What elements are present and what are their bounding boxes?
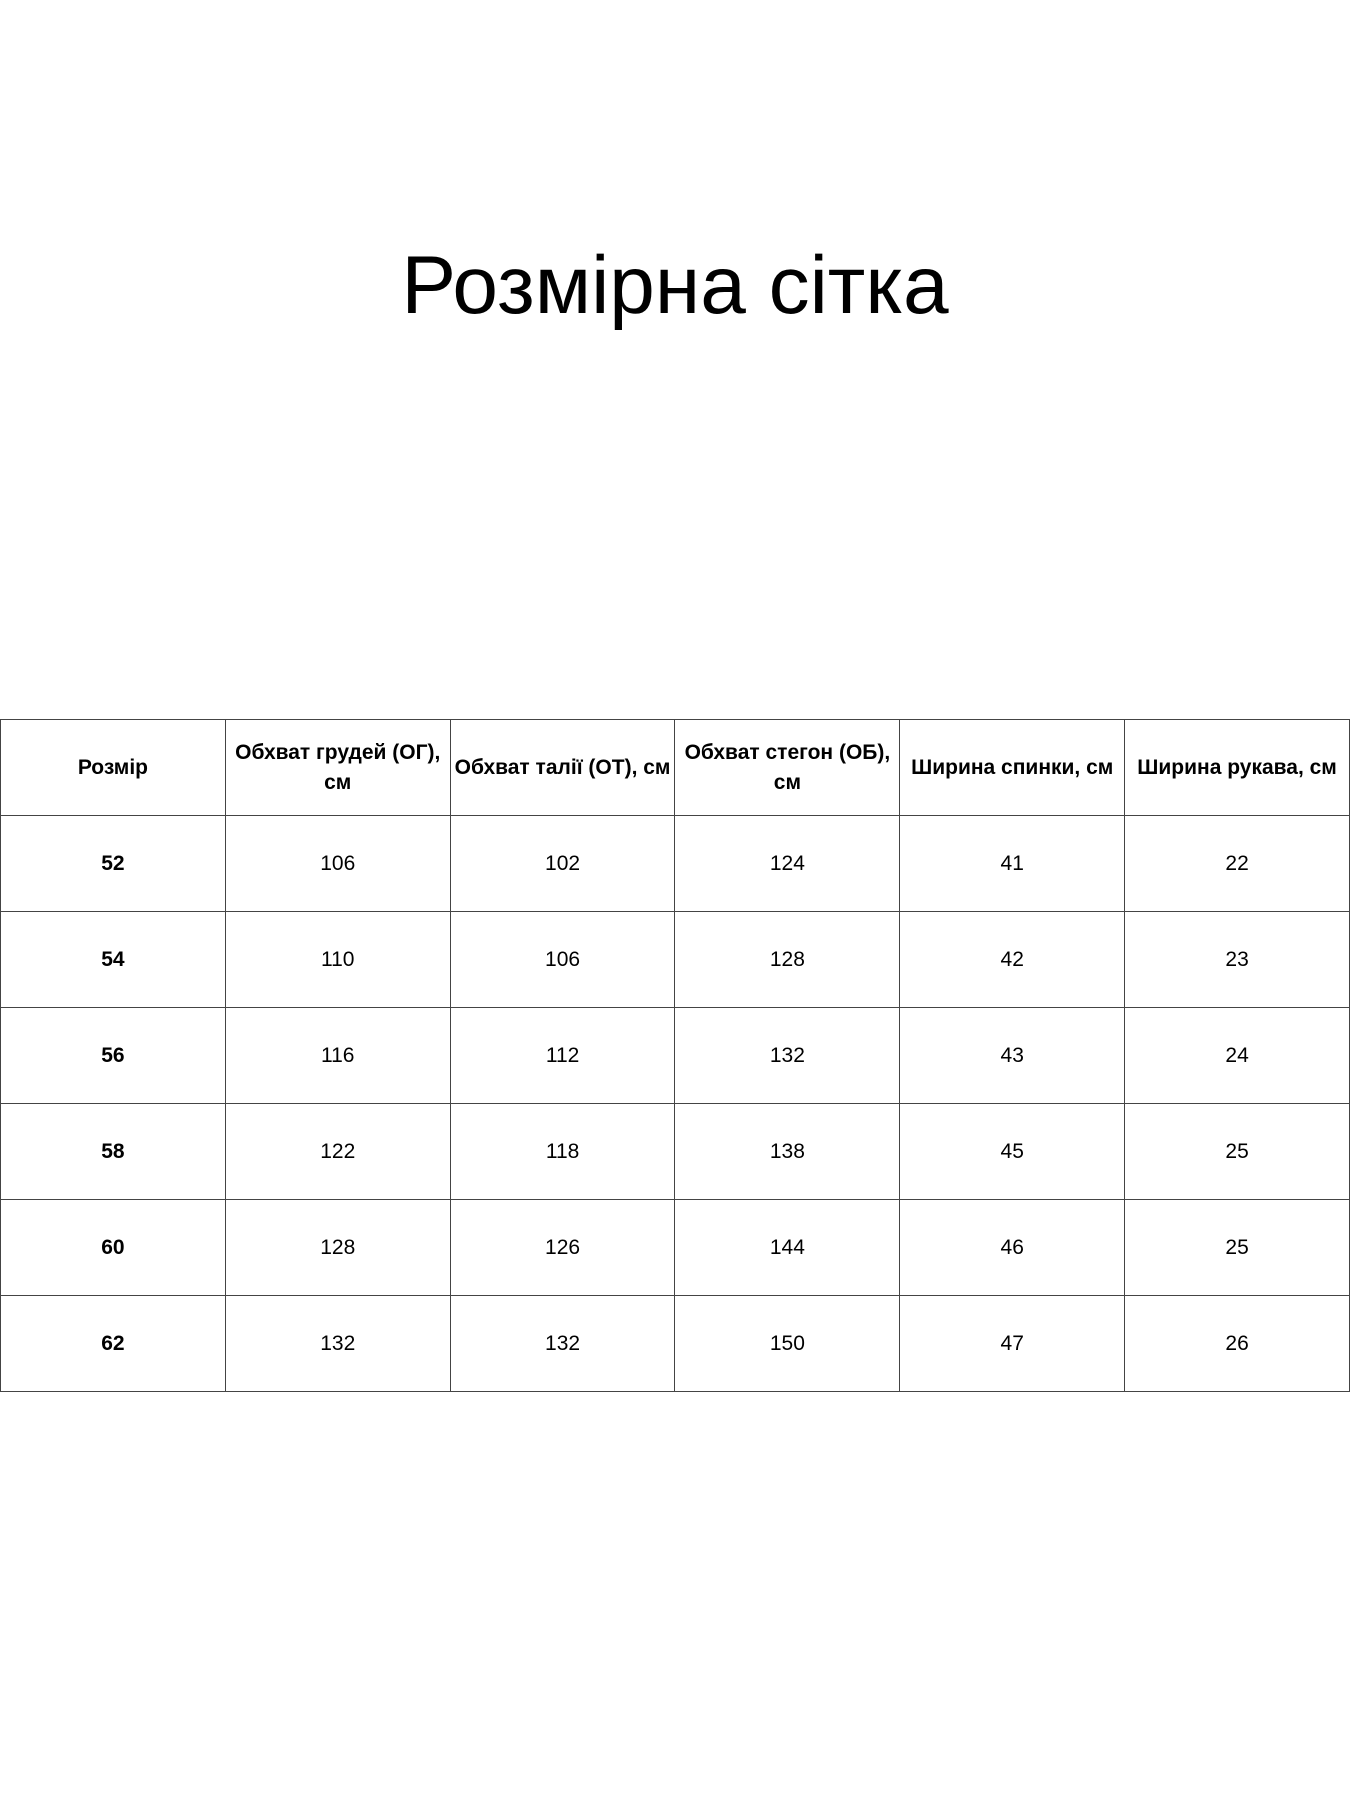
page-title: Розмірна сітка — [401, 240, 949, 331]
size-cell: 62 — [0, 1295, 226, 1392]
column-header: Обхват талії (ОТ), см — [449, 719, 676, 816]
size-table: Розмір Обхват грудей (ОГ), см Обхват талії… — [0, 719, 1350, 1392]
table-cell: 24 — [1124, 1007, 1350, 1104]
table-cell: 132 — [224, 1295, 451, 1392]
table-row: 52 106 102 124 41 22 — [0, 815, 1350, 912]
table-cell: 124 — [674, 815, 901, 912]
table-header-row: Розмір Обхват грудей (ОГ), см Обхват талії… — [0, 719, 1350, 816]
table-row: 60 128 126 144 46 25 — [0, 1199, 1350, 1296]
table-cell: 41 — [899, 815, 1126, 912]
size-cell: 60 — [0, 1199, 226, 1296]
size-cell: 54 — [0, 911, 226, 1008]
size-cell: 52 — [0, 815, 226, 912]
table-cell: 138 — [674, 1103, 901, 1200]
table-cell: 22 — [1124, 815, 1350, 912]
table-cell: 23 — [1124, 911, 1350, 1008]
table-cell: 126 — [449, 1199, 676, 1296]
table-row: 58 122 118 138 45 25 — [0, 1103, 1350, 1200]
table-cell: 42 — [899, 911, 1126, 1008]
table-cell: 112 — [449, 1007, 676, 1104]
table-cell: 110 — [224, 911, 451, 1008]
table-cell: 106 — [224, 815, 451, 912]
size-cell: 58 — [0, 1103, 226, 1200]
table-cell: 46 — [899, 1199, 1126, 1296]
table-cell: 122 — [224, 1103, 451, 1200]
column-header: Розмір — [0, 719, 226, 816]
table-cell: 45 — [899, 1103, 1126, 1200]
table-cell: 150 — [674, 1295, 901, 1392]
table-row: 62 132 132 150 47 26 — [0, 1295, 1350, 1392]
column-header: Ширина спинки, см — [899, 719, 1126, 816]
table-cell: 132 — [449, 1295, 676, 1392]
table-cell: 106 — [449, 911, 676, 1008]
size-cell: 56 — [0, 1007, 226, 1104]
table-row: 56 116 112 132 43 24 — [0, 1007, 1350, 1104]
table-cell: 25 — [1124, 1199, 1350, 1296]
table-cell: 144 — [674, 1199, 901, 1296]
table-cell: 118 — [449, 1103, 676, 1200]
table-row: 54 110 106 128 42 23 — [0, 911, 1350, 1008]
table-cell: 116 — [224, 1007, 451, 1104]
table-cell: 25 — [1124, 1103, 1350, 1200]
table-cell: 43 — [899, 1007, 1126, 1104]
column-header: Обхват стегон (ОБ), см — [674, 719, 901, 816]
table-cell: 128 — [224, 1199, 451, 1296]
column-header: Ширина рукава, см — [1124, 719, 1350, 816]
table-cell: 102 — [449, 815, 676, 912]
table-cell: 128 — [674, 911, 901, 1008]
column-header: Обхват грудей (ОГ), см — [224, 719, 451, 816]
table-cell: 26 — [1124, 1295, 1350, 1392]
table-cell: 47 — [899, 1295, 1126, 1392]
table-cell: 132 — [674, 1007, 901, 1104]
